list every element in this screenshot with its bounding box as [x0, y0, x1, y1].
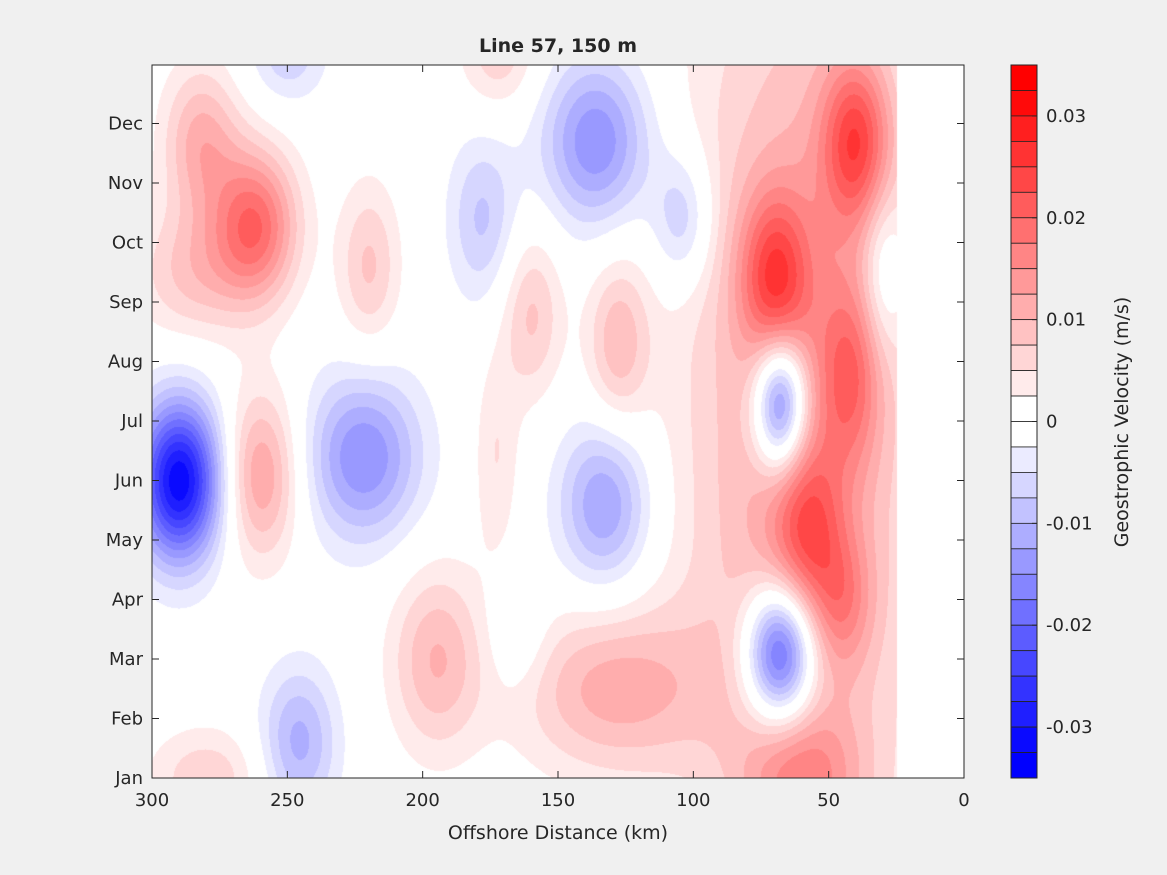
y-tick-label: Jul: [120, 411, 143, 432]
colorbar-level: [1010, 217, 1038, 244]
colorbar-tick-label: -0.01: [1046, 513, 1093, 534]
colorbar-tick-label: 0: [1046, 412, 1057, 433]
colorbar-level: [1010, 242, 1038, 270]
colorbar-level: [1010, 726, 1038, 753]
x-tick-label: 200: [405, 790, 439, 811]
colorbar-level: [1010, 522, 1038, 550]
colorbar-level: [1010, 370, 1038, 397]
colorbar-level: [1010, 293, 1038, 321]
colorbar-level: [1010, 497, 1038, 524]
colorbar-level: [1010, 90, 1038, 117]
x-tick-label: 150: [541, 790, 575, 811]
x-tick-label: 0: [958, 790, 969, 811]
chart-title: Line 57, 150 m: [479, 35, 637, 57]
colorbar-label: Geostrophic Velocity (m/s): [1111, 297, 1133, 547]
colorbar-level: [1010, 472, 1038, 499]
y-tick-label: Nov: [108, 173, 143, 194]
colorbar-level: [1010, 344, 1038, 371]
colorbar-level: [1010, 421, 1038, 448]
colorbar-level: [1010, 599, 1038, 626]
colorbar-tick-label: -0.03: [1046, 717, 1093, 738]
colorbar-level: [1010, 268, 1038, 295]
y-tick-label: Oct: [112, 233, 143, 254]
colorbar-level: [1010, 395, 1038, 422]
colorbar-level: [1010, 191, 1038, 219]
y-tick-label: Sep: [109, 292, 143, 313]
colorbar-level: [1010, 140, 1038, 168]
x-tick-label: 100: [676, 790, 710, 811]
x-tick-label: 50: [817, 790, 840, 811]
contour-field: [152, 65, 964, 778]
x-tick-label: 300: [135, 790, 169, 811]
colorbar-level: [1010, 624, 1038, 652]
x-tick-label: 250: [270, 790, 304, 811]
colorbar-level: [1010, 675, 1038, 703]
y-tick-label: May: [106, 530, 144, 551]
colorbar-tick-label: 0.02: [1046, 208, 1086, 229]
y-tick-label: Jun: [114, 471, 143, 492]
colorbar-tick-label: 0.03: [1046, 106, 1086, 127]
colorbar-level: [1010, 573, 1038, 601]
y-tick-label: Aug: [108, 352, 143, 373]
axes-box: [151, 64, 965, 779]
colorbar-level: [1010, 752, 1038, 779]
colorbar-level: [1010, 446, 1038, 473]
colorbar-level: [1010, 650, 1038, 677]
y-tick-label: Apr: [112, 590, 144, 611]
x-axis-label: Offshore Distance (km): [448, 822, 668, 844]
y-tick-label: Jan: [114, 768, 143, 789]
colorbar-tick-label: 0.01: [1046, 310, 1086, 331]
y-tick-label: Dec: [108, 114, 143, 135]
colorbar-level: [1010, 701, 1038, 728]
y-tick-label: Mar: [109, 649, 144, 670]
y-tick-label: Feb: [111, 709, 143, 730]
colorbar-level: [1010, 166, 1038, 193]
colorbar-level: [1010, 319, 1038, 346]
colorbar-level: [1010, 115, 1038, 142]
colorbar-level: [1010, 548, 1038, 575]
colorbar-tick-label: -0.02: [1046, 615, 1093, 636]
colorbar-level: [1010, 64, 1038, 91]
